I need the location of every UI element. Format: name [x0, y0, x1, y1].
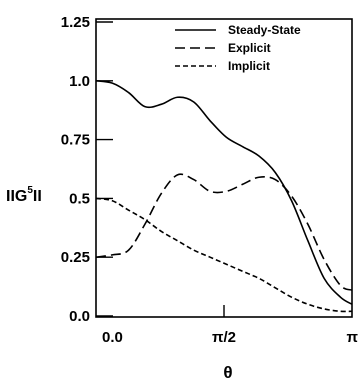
x-tick-label: π	[347, 329, 358, 346]
y-tick-label: 0.0	[69, 308, 90, 325]
legend-label: Explicit	[228, 41, 271, 55]
y-tick-label: 0.5	[69, 190, 90, 207]
legend-label: Implicit	[228, 59, 270, 73]
series-line-implicit	[95, 197, 353, 313]
y-tick-label: 1.25	[61, 14, 90, 31]
x-tick-label: π/2	[212, 329, 236, 346]
x-tick-label: 0.0	[102, 329, 123, 346]
x-axis-title: θ	[223, 363, 232, 382]
plot-frame	[95, 18, 353, 318]
series-lines	[95, 80, 353, 313]
series-line-steady-state	[95, 80, 353, 305]
y-axis-ticks: 0.0 0.25 0.5 0.75 1.0 1.25	[61, 14, 113, 325]
legend: Steady-State Explicit Implicit	[175, 23, 301, 73]
y-tick-label: 1.0	[69, 73, 90, 90]
legend-label: Steady-State	[228, 23, 301, 37]
y-axis-title: IIG5II	[6, 185, 42, 205]
y-tick-label: 0.75	[61, 132, 90, 149]
x-axis-ticks: 0.0 π/2 π	[102, 305, 358, 346]
series-line-explicit	[95, 173, 353, 291]
y-tick-label: 0.25	[61, 249, 90, 266]
